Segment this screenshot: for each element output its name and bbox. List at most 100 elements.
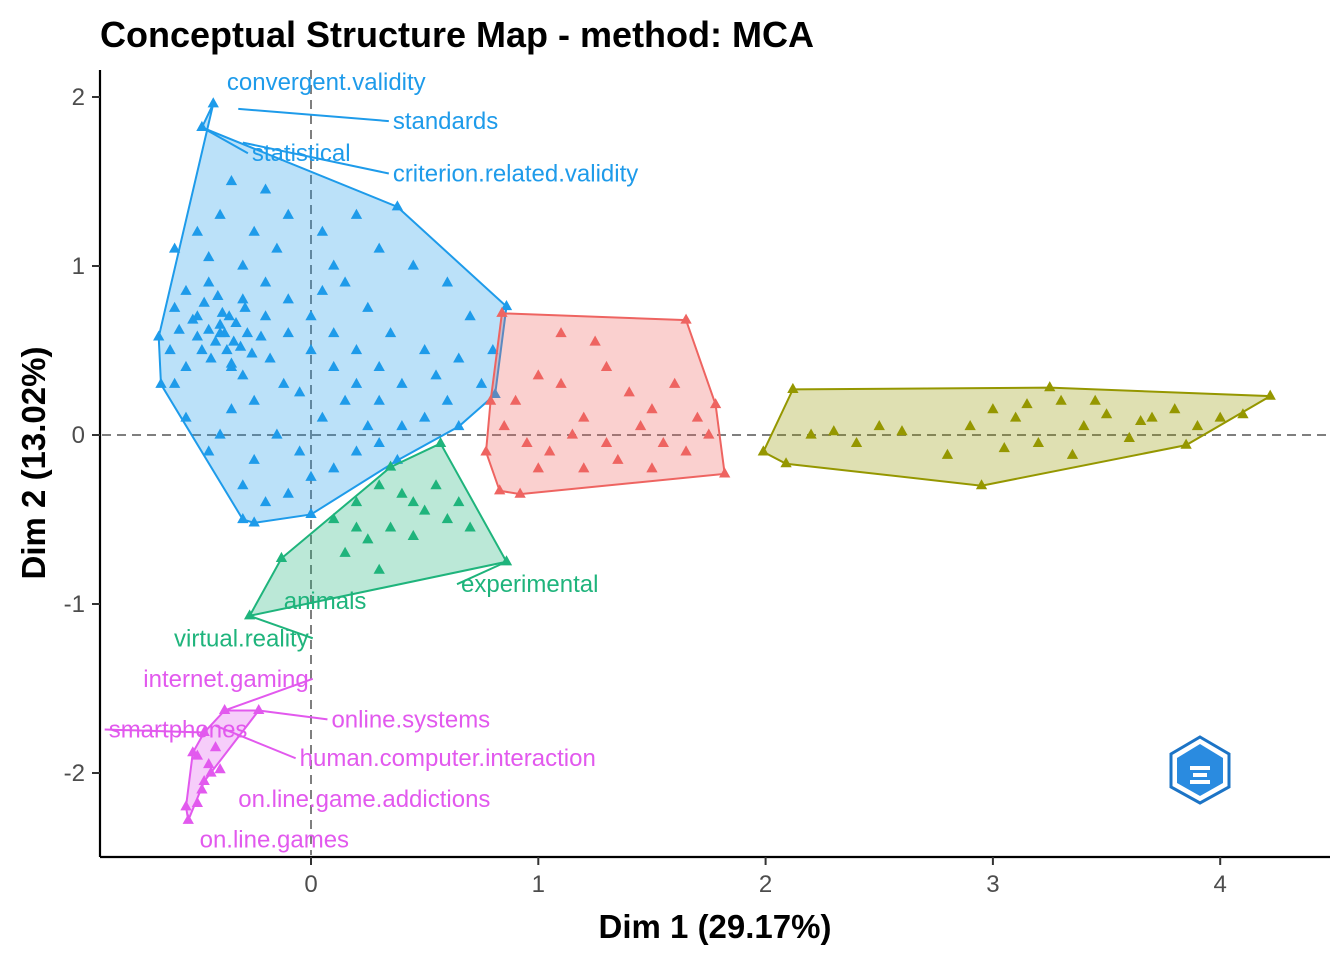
data-point	[566, 428, 579, 439]
data-point	[396, 420, 408, 431]
data-point	[328, 462, 340, 473]
label-leader-line	[104, 728, 205, 734]
data-point	[964, 420, 976, 431]
data-point	[805, 428, 817, 439]
label-leader-line	[258, 709, 328, 721]
cluster-3	[757, 381, 1276, 490]
data-point	[191, 796, 204, 807]
data-point	[850, 436, 863, 448]
hull-vertex-point	[153, 330, 165, 341]
data-point	[396, 377, 408, 388]
data-point	[271, 242, 283, 253]
data-point	[164, 344, 176, 355]
hull-vertex-point	[1180, 438, 1192, 449]
data-point	[191, 225, 204, 236]
data-point	[255, 330, 267, 341]
data-point	[173, 323, 185, 334]
data-point	[305, 344, 317, 355]
data-point	[1237, 408, 1249, 419]
data-point	[600, 360, 613, 371]
data-point	[987, 403, 999, 414]
data-point	[998, 442, 1010, 453]
hull-vertex-point	[709, 398, 722, 409]
data-point	[464, 310, 476, 321]
hull-vertex-point	[253, 703, 265, 715]
data-point	[203, 323, 215, 334]
data-point	[373, 242, 385, 253]
data-point	[555, 327, 567, 338]
data-point	[691, 411, 704, 422]
x-tick-label: 0	[304, 871, 317, 898]
data-point	[223, 310, 235, 321]
data-point	[1089, 394, 1101, 405]
data-point	[373, 436, 385, 448]
data-point	[657, 436, 669, 448]
data-point	[350, 521, 363, 532]
data-point	[180, 284, 192, 295]
data-point	[239, 301, 251, 312]
data-point	[623, 386, 635, 397]
hull-vertex-point	[305, 507, 317, 519]
data-point	[180, 360, 192, 371]
hull-vertex-point	[182, 813, 194, 824]
data-point	[350, 496, 363, 507]
data-point	[203, 276, 215, 287]
data-point	[532, 462, 544, 473]
data-point	[328, 327, 340, 338]
data-point	[168, 301, 181, 312]
hull-vertex-point	[218, 703, 231, 715]
data-point	[1191, 420, 1204, 431]
point-label: criterion.related.validity	[393, 161, 638, 188]
hull-vertex-point	[180, 800, 192, 811]
x-tick-label: 4	[1214, 871, 1227, 898]
label-leader-line	[238, 107, 389, 123]
data-point	[259, 276, 272, 287]
point-label: internet.gaming	[143, 666, 308, 693]
data-point	[1123, 431, 1135, 442]
hull-vertex-point	[1264, 389, 1276, 400]
data-point	[282, 208, 294, 219]
data-point	[259, 183, 272, 194]
data-point	[248, 394, 260, 405]
data-point	[271, 428, 283, 439]
data-point	[441, 394, 454, 405]
hull-vertex-point	[434, 436, 447, 448]
data-point	[362, 420, 374, 431]
hull-vertex-point	[198, 725, 210, 737]
data-point	[646, 462, 658, 473]
data-point	[373, 479, 385, 490]
data-point	[1134, 414, 1147, 426]
point-label: smartphones	[109, 717, 248, 744]
hull-vertex-point	[680, 313, 692, 324]
data-point	[218, 327, 231, 338]
data-point	[316, 411, 329, 422]
point-label: online.systems	[331, 706, 490, 733]
data-point	[828, 425, 840, 436]
data-point	[600, 436, 613, 448]
label-leader-line	[242, 141, 390, 175]
data-point	[241, 327, 254, 338]
chart-title: Conceptual Structure Map - method: MCA	[100, 14, 814, 55]
data-point	[1169, 403, 1181, 414]
data-point	[578, 411, 590, 422]
data-point	[237, 479, 249, 490]
logo-bar	[1190, 766, 1210, 770]
data-point	[203, 445, 215, 456]
data-point	[339, 276, 351, 287]
hull-vertex-point	[975, 479, 988, 490]
data-point	[191, 749, 204, 760]
data-point	[441, 513, 454, 524]
axis-ticks: 0 1 2 3 4 -2 -1 0 1 2	[64, 84, 1227, 898]
data-point	[212, 289, 224, 300]
data-point	[225, 175, 238, 186]
data-point	[248, 453, 260, 464]
data-point	[221, 344, 233, 355]
data-point	[214, 763, 226, 774]
y-tick-label: 2	[72, 84, 85, 111]
x-tick-label: 3	[986, 871, 999, 898]
data-point	[234, 340, 247, 351]
x-tick-label: 1	[532, 871, 545, 898]
hull-vertex-point	[207, 97, 219, 108]
data-point	[248, 225, 260, 236]
